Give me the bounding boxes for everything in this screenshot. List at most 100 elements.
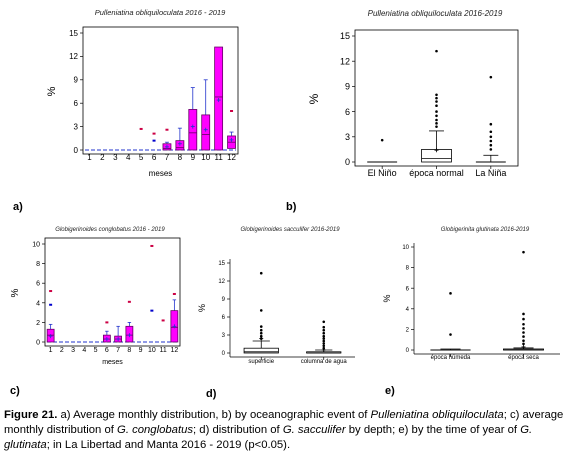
outlier-point bbox=[489, 130, 493, 134]
plot-frame bbox=[82, 26, 239, 155]
outlier-point bbox=[435, 122, 438, 125]
y-axis-label: % bbox=[382, 294, 392, 302]
y-tick-label: 0 bbox=[36, 339, 40, 346]
outlier-point bbox=[139, 127, 143, 130]
outlier-point bbox=[322, 325, 326, 329]
caption-label: Figure 21. bbox=[4, 409, 58, 421]
outlier-point bbox=[161, 319, 165, 322]
y-tick-label: 15 bbox=[340, 31, 350, 41]
outlier-point bbox=[259, 331, 263, 335]
y-tick-label: 9 bbox=[74, 76, 79, 85]
x-tick-label: 12 bbox=[170, 347, 178, 354]
outlier-point bbox=[380, 138, 384, 142]
outlier-point bbox=[259, 325, 263, 328]
outlier-point bbox=[322, 334, 326, 338]
outlier-point bbox=[435, 96, 438, 100]
outlier-point bbox=[435, 93, 438, 97]
chart-title: Globigerinoides conglobatus 2016 - 2019 bbox=[55, 227, 165, 233]
caption-part: ; in La Libertad and Manta 2016 - 2019 (… bbox=[46, 439, 291, 451]
x-tick-label: El Niño bbox=[368, 168, 397, 178]
outlier-point bbox=[522, 322, 525, 326]
x-tick-label: 11 bbox=[159, 347, 166, 354]
x-tick-label: 11 bbox=[214, 153, 223, 162]
outlier-point bbox=[152, 132, 156, 135]
outlier-point bbox=[435, 100, 438, 103]
outlier-point bbox=[522, 331, 525, 334]
outlier-point bbox=[322, 342, 326, 345]
panel-letter-e: e) bbox=[385, 385, 395, 397]
chart-d-svg: Globigerinoides sacculifer 2016-2019 0 3 6 9… bbox=[197, 227, 355, 365]
outlier-point bbox=[522, 339, 525, 343]
outlier-point bbox=[322, 337, 326, 340]
caption-part: ; d) distribution of bbox=[193, 424, 283, 436]
x-tick-label: 1 bbox=[49, 347, 53, 354]
y-tick-label: 3 bbox=[74, 122, 79, 131]
x-tick-label: 9 bbox=[139, 347, 143, 354]
box bbox=[243, 347, 279, 354]
x-tick-label: 12 bbox=[227, 153, 236, 162]
chart-e-svg: Globigerinita glutinata 2016-2019 0 2 4 6 8 10… bbox=[382, 227, 560, 361]
outlier-point bbox=[322, 320, 326, 324]
outlier-point bbox=[259, 334, 263, 338]
y-tick-label: 2 bbox=[406, 328, 410, 334]
outlier-point bbox=[322, 328, 326, 332]
x-tick-label: 3 bbox=[71, 347, 75, 354]
outlier-point bbox=[165, 128, 169, 131]
outlier-point bbox=[150, 309, 154, 312]
outlier-point bbox=[435, 114, 438, 118]
y-tick-label: 12 bbox=[218, 279, 225, 285]
y-tick-label: 6 bbox=[345, 107, 350, 117]
caption-part: G. sacculifer bbox=[282, 424, 346, 436]
x-tick-label: 3 bbox=[113, 153, 118, 162]
y-tick-label: 9 bbox=[345, 82, 350, 92]
outlier-point bbox=[322, 339, 326, 343]
caption-part: Pulleniatina obliquiloculata bbox=[370, 409, 504, 421]
y-tick-label: 6 bbox=[74, 99, 79, 108]
y-tick-label: 12 bbox=[69, 52, 78, 61]
y-tick-label: 9 bbox=[222, 297, 226, 303]
y-axis-label: % bbox=[307, 93, 321, 104]
outlier-point bbox=[322, 344, 326, 348]
y-tick-label: 6 bbox=[36, 281, 40, 288]
chart-a-svg: Pulleniatina obliquiloculata 2016 - 2019… bbox=[46, 8, 239, 178]
x-tick-label: 6 bbox=[152, 153, 157, 162]
chart-title: Globigerinita glutinata 2016-2019 bbox=[441, 227, 530, 233]
outlier-point bbox=[435, 104, 438, 108]
y-tick-label: 0 bbox=[345, 157, 350, 167]
caption-part: by depth; e) by the time of year of bbox=[345, 424, 521, 436]
chart-b-svg: Pulleniatina obliquiloculata 2016-2019 0 3… bbox=[307, 9, 519, 178]
y-tick-label: 0 bbox=[222, 351, 226, 357]
outlier-point bbox=[489, 122, 493, 126]
outlier-point bbox=[49, 290, 53, 293]
caption-part: G. conglobatus bbox=[117, 424, 194, 436]
chart-title: Pulleniatina obliquiloculata 2016-2019 bbox=[368, 9, 503, 18]
outlier-point bbox=[522, 312, 525, 316]
y-tick-label: 0 bbox=[406, 348, 410, 354]
caption-part: G. glutinata bbox=[4, 424, 533, 451]
y-tick-label: 4 bbox=[406, 307, 410, 313]
y-tick-label: 0 bbox=[74, 146, 79, 155]
outlier-point bbox=[152, 139, 156, 142]
outlier-point bbox=[127, 300, 131, 303]
y-axis-label: % bbox=[46, 86, 58, 96]
y-tick-label: 6 bbox=[222, 315, 226, 321]
outlier-point bbox=[259, 309, 263, 312]
panel-letter-b: b) bbox=[286, 201, 297, 213]
panel-letter-c: c) bbox=[10, 385, 20, 397]
y-axis-label: % bbox=[10, 288, 21, 297]
x-tick-label: 5 bbox=[94, 347, 98, 354]
x-tick-label: 7 bbox=[165, 153, 170, 162]
y-tick-label: 10 bbox=[402, 245, 409, 251]
y-tick-label: 3 bbox=[345, 132, 350, 142]
y-tick-label: 15 bbox=[218, 261, 225, 267]
x-axis-label: meses bbox=[149, 169, 173, 178]
x-tick-label: 6 bbox=[105, 347, 109, 354]
x-tick-label: superficie bbox=[248, 359, 274, 365]
y-tick-label: 6 bbox=[406, 286, 410, 292]
chart-a: Pulleniatina obliquiloculata 2016 - 2019… bbox=[0, 0, 250, 195]
x-tick-label: La Niña bbox=[475, 168, 506, 178]
y-tick-label: 8 bbox=[406, 266, 410, 272]
outlier-point bbox=[230, 110, 234, 112]
x-tick-label: 2 bbox=[100, 153, 105, 162]
figure-caption: Figure 21. a) Average monthly distributi… bbox=[4, 408, 564, 453]
